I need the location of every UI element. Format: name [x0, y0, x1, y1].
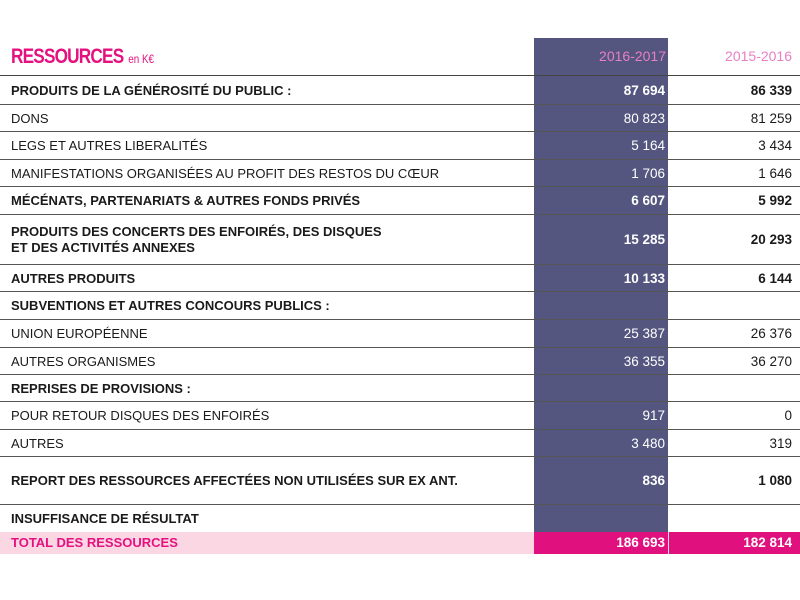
table-row: SUBVENTIONS ET AUTRES CONCOURS PUBLICS : — [0, 292, 800, 320]
value-2015-2016: 3 434 — [758, 138, 792, 153]
value-2016-2017: 1 706 — [631, 166, 665, 181]
row-label: DONS — [11, 111, 49, 126]
row-label: REPRISES DE PROVISIONS : — [11, 381, 191, 396]
value-2016-2017: 80 823 — [623, 111, 665, 126]
total-label: TOTAL DES RESSOURCES — [11, 535, 178, 550]
value-2015-2016: 6 144 — [758, 271, 792, 286]
value-2015-2016: 0 — [784, 408, 792, 423]
value-2015-2016: 5 992 — [758, 193, 792, 208]
value-2015-2016: 1 080 — [758, 473, 792, 488]
total-value-2016-2017: 186 693 — [616, 535, 665, 550]
row-label: REPORT DES RESSOURCES AFFECTÉES NON UTIL… — [11, 473, 458, 488]
table-title: RESSOURCES en K€ — [11, 45, 154, 69]
value-2015-2016: 1 646 — [758, 166, 792, 181]
row-label: POUR RETOUR DISQUES DES ENFOIRÉS — [11, 408, 270, 423]
table-row: UNION EUROPÉENNE 25 387 26 376 — [0, 320, 800, 348]
title-text: RESSOURCES — [11, 45, 124, 68]
row-label: UNION EUROPÉENNE — [11, 326, 148, 341]
row-label: PRODUITS DES CONCERTS DES ENFOIRÉS, DES … — [11, 224, 382, 255]
value-2016-2017: 25 387 — [623, 326, 665, 341]
value-2016-2017: 10 133 — [623, 271, 665, 286]
year-header-2016-2017: 2016-2017 — [599, 48, 666, 64]
row-label: INSUFFISANCE DE RÉSULTAT — [11, 511, 199, 526]
value-2016-2017: 15 285 — [623, 232, 665, 247]
table-row: REPRISES DE PROVISIONS : — [0, 375, 800, 402]
value-2016-2017: 6 607 — [631, 193, 665, 208]
total-cell-2015-2016 — [668, 532, 800, 554]
value-2015-2016: 36 270 — [750, 354, 792, 369]
value-2016-2017: 836 — [642, 473, 665, 488]
value-2015-2016: 20 293 — [750, 232, 792, 247]
row-label: LEGS ET AUTRES LIBERALITÉS — [11, 138, 208, 153]
row-label: PRODUITS DE LA GÉNÉROSITÉ DU PUBLIC : — [11, 83, 292, 98]
table-row: POUR RETOUR DISQUES DES ENFOIRÉS 917 0 — [0, 402, 800, 430]
table-row: LEGS ET AUTRES LIBERALITÉS 5 164 3 434 — [0, 132, 800, 160]
value-2016-2017: 5 164 — [631, 138, 665, 153]
value-2015-2016: 86 339 — [750, 83, 792, 98]
table-row: AUTRES PRODUITS 10 133 6 144 — [0, 265, 800, 292]
table-row: DONS 80 823 81 259 — [0, 105, 800, 132]
value-2015-2016: 81 259 — [750, 111, 792, 126]
current-year-column-band — [534, 38, 668, 554]
value-2016-2017: 3 480 — [631, 436, 665, 451]
value-2016-2017: 36 355 — [623, 354, 665, 369]
row-label: MÉCÉNATS, PARTENARIATS & AUTRES FONDS PR… — [11, 193, 361, 208]
table-row: AUTRES ORGANISMES 36 355 36 270 — [0, 348, 800, 375]
value-2016-2017: 917 — [642, 408, 665, 423]
table-row: PRODUITS DE LA GÉNÉROSITÉ DU PUBLIC : 87 … — [0, 77, 800, 105]
value-2015-2016: 319 — [769, 436, 792, 451]
row-label: MANIFESTATIONS ORGANISÉES AU PROFIT DES … — [11, 166, 440, 181]
row-label-line2: ET DES ACTIVITÉS ANNEXES — [11, 240, 195, 255]
table-row: PRODUITS DES CONCERTS DES ENFOIRÉS, DES … — [0, 215, 800, 265]
row-label: AUTRES ORGANISMES — [11, 354, 156, 369]
total-cell-2016-2017 — [534, 532, 668, 554]
table-row: INSUFFISANCE DE RÉSULTAT — [0, 505, 800, 532]
table-row: REPORT DES RESSOURCES AFFECTÉES NON UTIL… — [0, 457, 800, 505]
table-row: AUTRES 3 480 319 — [0, 430, 800, 457]
total-row: TOTAL DES RESSOURCES 186 693 182 814 — [0, 532, 800, 554]
year-header-2015-2016: 2015-2016 — [725, 48, 792, 64]
row-label: SUBVENTIONS ET AUTRES CONCOURS PUBLICS : — [11, 298, 330, 313]
value-2015-2016: 26 376 — [750, 326, 792, 341]
row-label: AUTRES — [11, 436, 64, 451]
value-2016-2017: 87 694 — [623, 83, 665, 98]
table-row: MÉCÉNATS, PARTENARIATS & AUTRES FONDS PR… — [0, 187, 800, 215]
title-unit: en K€ — [128, 52, 155, 66]
table-row: MANIFESTATIONS ORGANISÉES AU PROFIT DES … — [0, 160, 800, 187]
table-header: RESSOURCES en K€ 2016-2017 2015-2016 — [0, 38, 800, 76]
row-label: AUTRES PRODUITS — [11, 271, 136, 286]
total-value-2015-2016: 182 814 — [743, 535, 792, 550]
